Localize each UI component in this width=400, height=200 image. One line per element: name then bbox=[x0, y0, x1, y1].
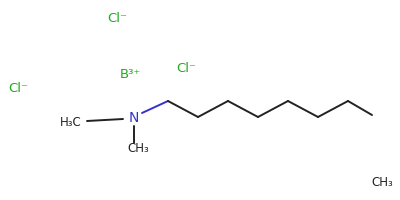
Text: Cl⁻: Cl⁻ bbox=[8, 82, 28, 95]
Text: H₃C: H₃C bbox=[60, 116, 82, 129]
Text: B³⁺: B³⁺ bbox=[120, 68, 141, 82]
Text: CH₃: CH₃ bbox=[127, 142, 149, 154]
Text: N: N bbox=[129, 111, 139, 125]
Text: Cl⁻: Cl⁻ bbox=[107, 11, 127, 24]
Text: Cl⁻: Cl⁻ bbox=[176, 62, 196, 74]
Text: CH₃: CH₃ bbox=[371, 176, 393, 190]
